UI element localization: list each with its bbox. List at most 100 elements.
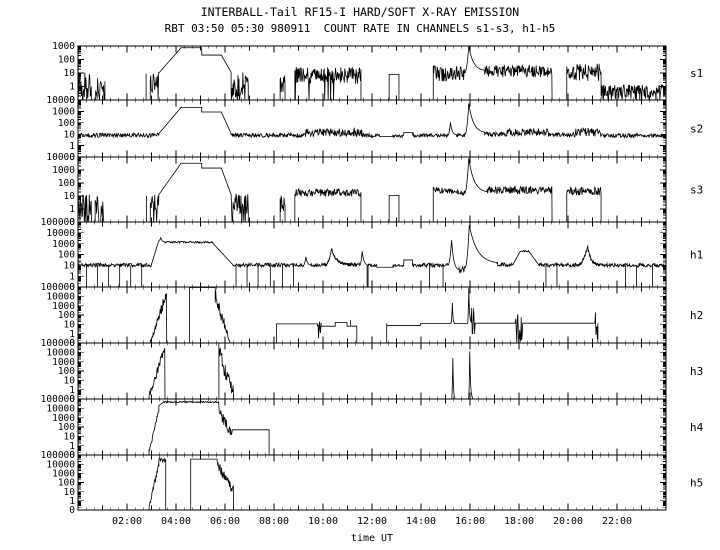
y-tick-label: 100000 — [41, 217, 76, 228]
y-tick-label: 1 — [69, 141, 75, 152]
panel-s2-frame — [77, 99, 667, 158]
y-tick-label: 0 — [69, 450, 75, 461]
channel-label-h1: h1 — [690, 249, 703, 262]
panel-h4-ticks — [77, 398, 667, 456]
y-tick-label: 0 — [69, 95, 75, 106]
y-tick-label: 10 — [64, 129, 76, 140]
panel-h2-trace — [78, 287, 666, 344]
panel-s3-trace — [78, 158, 666, 223]
y-tick-label: 10 — [64, 376, 76, 387]
x-tick-label: 16:00 — [455, 516, 485, 527]
chart-subtitle: RBT 03:50 05:30 980911 COUNT RATE IN CHA… — [164, 22, 556, 35]
panel-s1-ticks — [77, 45, 667, 101]
y-tick-label: 10000 — [46, 348, 75, 359]
y-tick-label: 10000 — [46, 292, 75, 303]
y-tick-label: 100 — [58, 310, 75, 321]
x-tick-label: 04:00 — [161, 516, 191, 527]
panel-s2-ticks — [77, 99, 667, 158]
y-tick-label: 10 — [64, 320, 76, 331]
y-tick-label: 10000 — [46, 404, 75, 415]
y-tick-label: 1 — [69, 385, 75, 396]
y-tick-label: 10 — [64, 432, 76, 443]
panel-h3-frame — [77, 342, 667, 400]
panel-h4-frame — [77, 398, 667, 456]
panel-h4-trace — [78, 400, 666, 456]
x-tick-label: 18:00 — [504, 516, 534, 527]
y-tick-label: 0 — [69, 338, 75, 349]
y-tick-label: 1 — [69, 82, 75, 93]
panel-h1-trace — [78, 225, 666, 287]
panel-s1-frame — [77, 45, 667, 101]
chart-title: INTERBALL-Tail RF15-I HARD/SOFT X-RAY EM… — [200, 5, 520, 19]
x-tick-label: 12:00 — [357, 516, 387, 527]
y-tick-label: 0 — [69, 282, 75, 293]
panel-h5-ticks — [77, 454, 667, 511]
y-tick-label: 100 — [58, 250, 75, 261]
y-tick-label: 1 — [69, 441, 75, 452]
y-tick-label: 1 — [69, 496, 75, 507]
y-tick-label: 10 — [64, 68, 76, 79]
y-tick-label: 0 — [69, 217, 75, 228]
y-tick-label: 1 — [69, 204, 75, 215]
y-tick-label: 10000 — [46, 228, 75, 239]
y-tick-label: 1000 — [52, 357, 75, 368]
y-tick-label: 1000 — [52, 107, 75, 118]
panel-s2-trace — [78, 103, 666, 139]
y-tick-label: 10 — [64, 261, 76, 272]
y-tick-label: 10000 — [46, 459, 75, 470]
y-tick-label: 100000 — [41, 450, 76, 461]
y-tick-label: 1 — [69, 329, 75, 340]
panel-h3-ticks — [77, 342, 667, 400]
x-tick-label: 02:00 — [112, 516, 142, 527]
y-tick-label: 0 — [69, 505, 75, 516]
y-tick-label: 100 — [58, 55, 75, 66]
y-tick-label: 10 — [64, 487, 76, 498]
y-tick-label: 1 — [69, 271, 75, 282]
panel-s1-trace — [78, 45, 666, 101]
y-tick-label: 10000 — [46, 95, 75, 106]
y-tick-label: 100000 — [41, 282, 76, 293]
x-tick-label: 22:00 — [602, 516, 632, 527]
panel-h3-trace — [78, 343, 666, 400]
y-tick-label: 1000 — [52, 413, 75, 424]
y-tick-label: 100 — [58, 366, 75, 377]
x-tick-label: 06:00 — [210, 516, 240, 527]
y-tick-label: 1000 — [52, 41, 75, 52]
y-tick-label: 1000 — [52, 239, 75, 250]
x-axis-tick-labels: 02:00 04:00 06:00 08:00 10:00 12:00 14:00 16:00… — [112, 516, 632, 527]
y-tick-label: 10 — [64, 191, 76, 202]
x-tick-label: 20:00 — [553, 516, 583, 527]
channel-label-h4: h4 — [690, 421, 704, 434]
y-tick-label: 100 — [58, 422, 75, 433]
channel-label-s3: s3 — [690, 184, 703, 197]
panel-h1-frame — [77, 221, 667, 288]
channel-label-h3: h3 — [690, 365, 703, 378]
x-tick-label: 14:00 — [406, 516, 436, 527]
y-tick-label: 1000 — [52, 469, 75, 480]
y-tick-label: 100 — [58, 178, 75, 189]
channel-label-s2: s2 — [690, 123, 703, 136]
y-tick-label: 0 — [69, 394, 75, 405]
y-tick-label: 1000 — [52, 165, 75, 176]
y-tick-label: 100 — [58, 118, 75, 129]
channel-label-h5: h5 — [690, 477, 703, 490]
panel-h5-frame — [77, 454, 667, 511]
panel-s3-frame — [77, 156, 667, 223]
panel-s3-ticks — [77, 156, 667, 223]
x-tick-label: 10:00 — [308, 516, 338, 527]
panel-h1-ticks — [77, 221, 667, 288]
channel-label-h2: h2 — [690, 309, 703, 322]
x-tick-label: 08:00 — [259, 516, 289, 527]
y-tick-label: 1000 — [52, 301, 75, 312]
y-tick-label: 100000 — [41, 394, 76, 405]
